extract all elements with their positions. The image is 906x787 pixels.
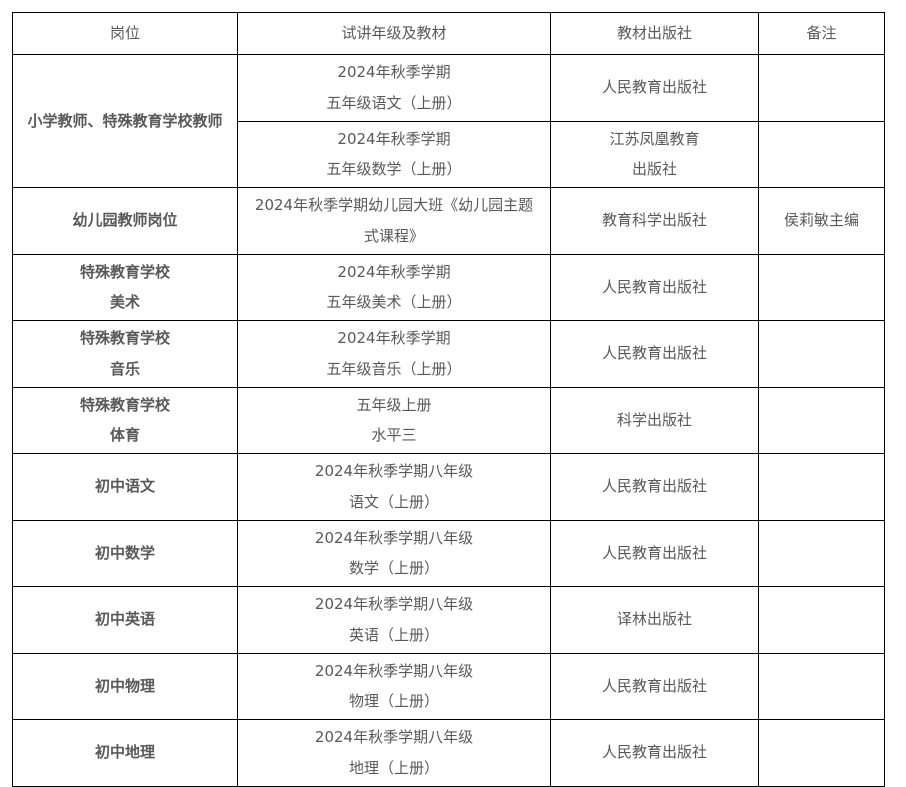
table-row: 初中物理 2024年秋季学期八年级 物理（上册） 人民教育出版社 — [12, 652, 885, 720]
header-position: 岗位 — [12, 12, 238, 55]
remark-cell — [758, 54, 885, 122]
remark-cell — [758, 386, 885, 454]
table-row: 幼儿园教师岗位 2024年秋季学期幼儿园大班《幼儿园主题 式课程》 教育科学出版… — [12, 187, 885, 255]
header-row: 岗位 试讲年级及教材 教材出版社 备注 — [12, 12, 885, 55]
publisher-cell: 人民教育出版社 — [550, 320, 759, 388]
header-remark: 备注 — [758, 12, 885, 55]
table-row: 初中数学 2024年秋季学期八年级 数学（上册） 人民教育出版社 — [12, 519, 885, 587]
table-row: 初中英语 2024年秋季学期八年级 英语（上册） 译林出版社 — [12, 586, 885, 654]
position-cell: 初中英语 — [12, 586, 238, 654]
remark-cell — [758, 120, 885, 188]
table-row: 初中语文 2024年秋季学期八年级 语文（上册） 人民教育出版社 — [12, 453, 885, 521]
page: 岗位 试讲年级及教材 教材出版社 备注 小学教师、特殊教育学校教师 2024年秋… — [12, 12, 885, 787]
position-cell: 特殊教育学校 音乐 — [12, 320, 238, 388]
material-cell: 2024年秋季学期 五年级音乐（上册） — [237, 320, 551, 388]
header-material: 试讲年级及教材 — [237, 12, 551, 55]
publisher-cell: 人民教育出版社 — [550, 652, 759, 720]
remark-cell — [758, 586, 885, 654]
remark-cell — [758, 519, 885, 587]
recruitment-table: 岗位 试讲年级及教材 教材出版社 备注 小学教师、特殊教育学校教师 2024年秋… — [12, 12, 885, 787]
material-cell: 2024年秋季学期八年级 语文（上册） — [237, 453, 551, 521]
publisher-cell: 人民教育出版社 — [550, 453, 759, 521]
remark-cell — [758, 652, 885, 720]
material-cell: 2024年秋季学期八年级 数学（上册） — [237, 519, 551, 587]
position-cell: 初中地理 — [12, 719, 238, 787]
header-publisher: 教材出版社 — [550, 12, 759, 55]
material-cell: 五年级上册 水平三 — [237, 386, 551, 454]
position-cell: 小学教师、特殊教育学校教师 — [12, 54, 238, 188]
material-cell: 2024年秋季学期八年级 英语（上册） — [237, 586, 551, 654]
position-cell: 初中语文 — [12, 453, 238, 521]
remark-cell — [758, 253, 885, 321]
position-cell: 特殊教育学校 美术 — [12, 253, 238, 321]
publisher-cell: 人民教育出版社 — [550, 253, 759, 321]
material-cell: 2024年秋季学期 五年级数学（上册） — [237, 120, 551, 188]
position-cell: 特殊教育学校 体育 — [12, 386, 238, 454]
publisher-cell: 科学出版社 — [550, 386, 759, 454]
table-row: 特殊教育学校 美术 2024年秋季学期 五年级美术（上册） 人民教育出版社 — [12, 253, 885, 321]
publisher-cell: 教育科学出版社 — [550, 187, 759, 255]
publisher-cell: 人民教育出版社 — [550, 54, 759, 122]
table-row: 2024年秋季学期 五年级数学（上册） 江苏凤凰教育 出版社 — [13, 120, 885, 188]
table-row: 初中地理 2024年秋季学期八年级 地理（上册） 人民教育出版社 — [12, 719, 885, 787]
material-cell: 2024年秋季学期 五年级美术（上册） — [237, 253, 551, 321]
publisher-cell: 江苏凤凰教育 出版社 — [550, 120, 759, 188]
material-cell: 2024年秋季学期八年级 物理（上册） — [237, 652, 551, 720]
position-cell: 初中数学 — [12, 519, 238, 587]
remark-cell: 侯莉敏主编 — [758, 187, 885, 255]
material-cell: 2024年秋季学期 五年级语文（上册） — [237, 54, 551, 122]
material-cell: 2024年秋季学期幼儿园大班《幼儿园主题 式课程》 — [237, 187, 551, 255]
publisher-cell: 人民教育出版社 — [550, 519, 759, 587]
publisher-cell: 译林出版社 — [550, 586, 759, 654]
remark-cell — [758, 320, 885, 388]
table-row: 特殊教育学校 体育 五年级上册 水平三 科学出版社 — [12, 386, 885, 454]
table-row: 特殊教育学校 音乐 2024年秋季学期 五年级音乐（上册） 人民教育出版社 — [12, 320, 885, 388]
publisher-cell: 人民教育出版社 — [550, 719, 759, 787]
position-cell: 幼儿园教师岗位 — [12, 187, 238, 255]
material-cell: 2024年秋季学期八年级 地理（上册） — [237, 719, 551, 787]
table-row: 小学教师、特殊教育学校教师 2024年秋季学期 五年级语文（上册） 人民教育出版… — [12, 54, 885, 188]
remark-cell — [758, 719, 885, 787]
remark-cell — [758, 453, 885, 521]
position-cell: 初中物理 — [12, 652, 238, 720]
